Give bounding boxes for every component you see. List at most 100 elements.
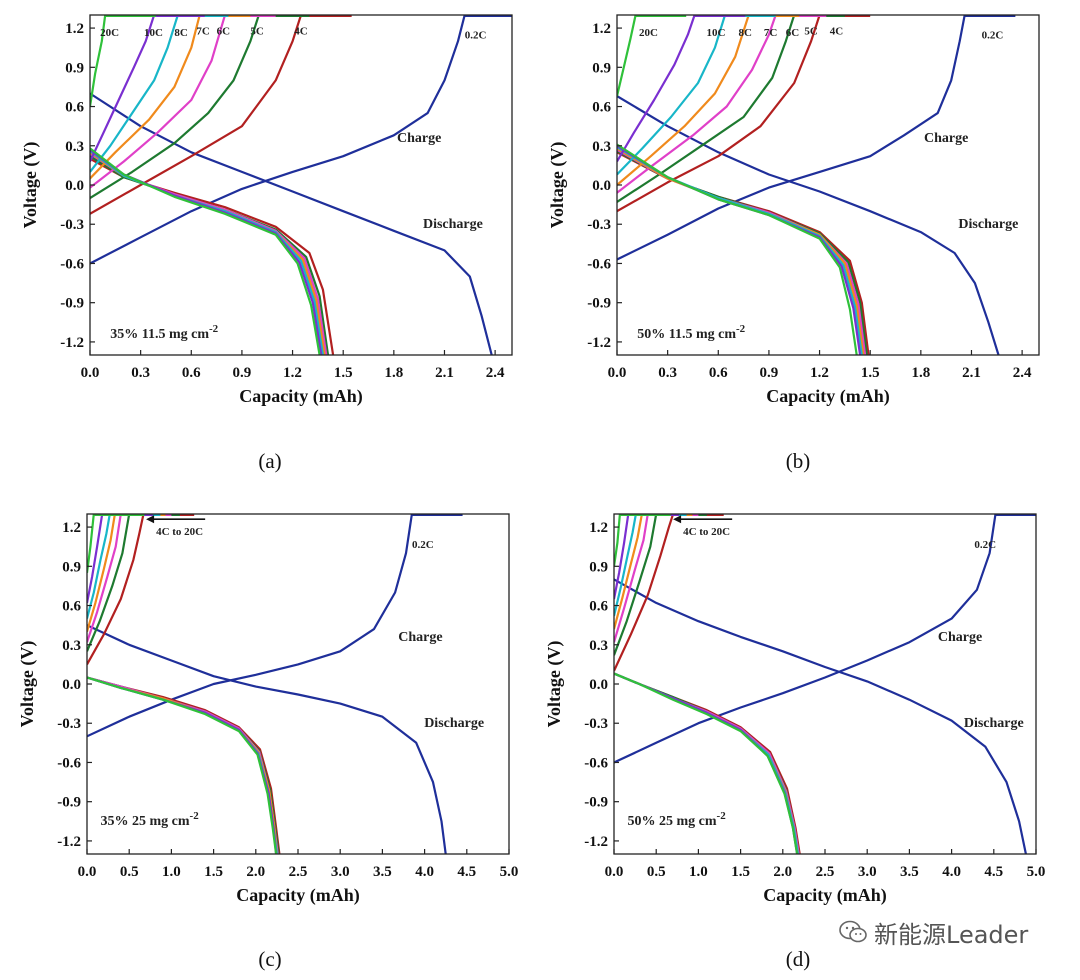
sample-annotation-superscript: -2 [736, 323, 746, 335]
sample-annotation: 35% 11.5 mg cm-2 [110, 323, 218, 342]
sample-annotation-superscript: -2 [190, 810, 200, 822]
charge-label: Charge [938, 630, 982, 645]
series-0p2c-discharge-curve [87, 624, 447, 854]
y-tick-label: 0.9 [592, 60, 611, 76]
rate-label-0p2c: 0.2C [412, 539, 434, 551]
series-0p2c-charge-curve [617, 15, 966, 261]
y-tick-label: -0.3 [587, 217, 611, 233]
y-axis-label: Voltage (V) [547, 142, 568, 229]
y-tick-label: 0.9 [65, 60, 84, 76]
x-axis-label: Capacity (mAh) [239, 386, 363, 407]
series-20c-discharge-curve [614, 672, 799, 854]
y-tick-label: 0.0 [589, 677, 608, 693]
series-20c-charge-curve [614, 514, 621, 567]
sample-annotation-superscript: -2 [209, 323, 219, 335]
x-tick-label: 4.5 [984, 864, 1003, 880]
y-tick-label: -0.3 [584, 716, 608, 732]
series-0p2c-charge-curve [614, 514, 997, 764]
series-20c-discharge-curve [90, 147, 321, 355]
y-tick-label: -0.9 [60, 296, 84, 312]
rate-label-20c: 20C [639, 27, 658, 39]
sample-annotation-superscript: -2 [717, 810, 727, 822]
discharge-label: Discharge [958, 217, 1018, 232]
arrow-label: 4C to 20C [156, 526, 203, 538]
plot-frame [616, 14, 1040, 356]
charge-label: Charge [398, 630, 442, 645]
y-tick-label: 0.3 [62, 638, 81, 654]
x-tick-label: 5.0 [500, 864, 519, 880]
y-tick-label: -1.2 [587, 335, 611, 351]
panel-caption: (d) [786, 947, 811, 971]
y-axis-label: Voltage (V) [544, 641, 565, 728]
x-tick-label: 1.0 [689, 864, 708, 880]
y-tick-label: 1.2 [62, 520, 81, 536]
y-tick-label: 0.6 [592, 100, 611, 116]
series-20c-discharge-curve [617, 143, 858, 355]
rate-label-5c: 5C [250, 26, 263, 38]
charge-label: Charge [924, 131, 968, 146]
x-tick-label: 0.3 [131, 365, 150, 381]
series-6c-charge-curve [614, 514, 649, 643]
series-0p2c-charge-curve [87, 514, 413, 738]
x-tick-label: 1.0 [162, 864, 181, 880]
x-tick-label: 2.5 [289, 864, 308, 880]
rate-label-8c: 8C [739, 27, 753, 39]
x-tick-label: 3.5 [900, 864, 919, 880]
series-6c-charge-curve [87, 514, 122, 643]
series-7c-charge-curve [87, 514, 116, 633]
y-tick-label: 1.2 [589, 520, 608, 536]
x-tick-label: 1.5 [204, 864, 223, 880]
y-tick-label: 0.0 [62, 677, 81, 693]
y-tick-label: 1.2 [592, 21, 611, 37]
y-tick-label: -1.2 [60, 335, 84, 351]
x-tick-label: 4.0 [415, 864, 434, 880]
y-tick-label: 0.9 [589, 559, 608, 575]
x-tick-label: 4.5 [457, 864, 476, 880]
y-tick-label: -0.3 [57, 716, 81, 732]
x-tick-label: 4.0 [942, 864, 961, 880]
series-4c-charge-curve [617, 15, 821, 213]
x-tick-label: 1.5 [334, 365, 353, 381]
series-20c-discharge-curve [87, 676, 278, 854]
plot-frame [613, 513, 1037, 855]
y-tick-label: -0.6 [60, 256, 84, 272]
series-10c-charge-curve [617, 15, 696, 163]
y-tick-label: 0.9 [62, 559, 81, 575]
x-tick-label: 0.0 [78, 864, 97, 880]
rate-label-0p2c: 0.2C [974, 539, 996, 551]
sample-annotation: 50% 11.5 mg cm-2 [637, 323, 745, 342]
rate-label-6c: 6C [786, 27, 800, 39]
x-tick-label: 2.4 [1013, 365, 1032, 381]
y-tick-label: 0.6 [65, 100, 84, 116]
rate-label-20c: 20C [100, 27, 119, 39]
series-8c-charge-curve [90, 15, 179, 173]
y-tick-label: -1.2 [584, 834, 608, 850]
y-tick-label: 0.6 [62, 599, 81, 615]
y-tick-label: -0.6 [587, 256, 611, 272]
x-tick-label: 1.2 [810, 365, 829, 381]
watermark: 新能源Leader [838, 916, 1028, 949]
arrow-left-icon [146, 515, 155, 524]
y-tick-label: -0.6 [584, 755, 608, 771]
y-tick-label: 0.3 [65, 139, 84, 155]
panel-caption: (c) [258, 947, 281, 971]
rate-label-10c: 10C [706, 27, 725, 39]
rate-label-7c: 7C [196, 26, 210, 38]
x-tick-label: 0.5 [120, 864, 139, 880]
x-tick-label: 2.1 [962, 365, 981, 381]
series-5c-charge-curve [87, 514, 131, 652]
rate-label-5c: 5C [804, 26, 818, 38]
x-tick-label: 3.0 [858, 864, 877, 880]
x-tick-label: 1.8 [384, 365, 403, 381]
x-tick-label: 0.6 [709, 365, 728, 381]
panel-b: 0.0 0.3 0.6 0.9 1.2 1.5 1.8 2.1 2.4 1.2 0.9 0.6 0.3 0… [547, 14, 1040, 473]
discharge-label: Discharge [424, 716, 484, 731]
panel-caption: (b) [786, 449, 811, 473]
x-tick-label: 2.0 [246, 864, 265, 880]
sample-annotation: 35% 25 mg cm-2 [101, 810, 200, 829]
series-0p2c-discharge-curve [617, 95, 1000, 355]
y-axis-label: Voltage (V) [17, 641, 38, 728]
series-10c-charge-curve [614, 514, 630, 600]
y-tick-label: 0.3 [592, 139, 611, 155]
series-5c-charge-curve [90, 15, 260, 200]
